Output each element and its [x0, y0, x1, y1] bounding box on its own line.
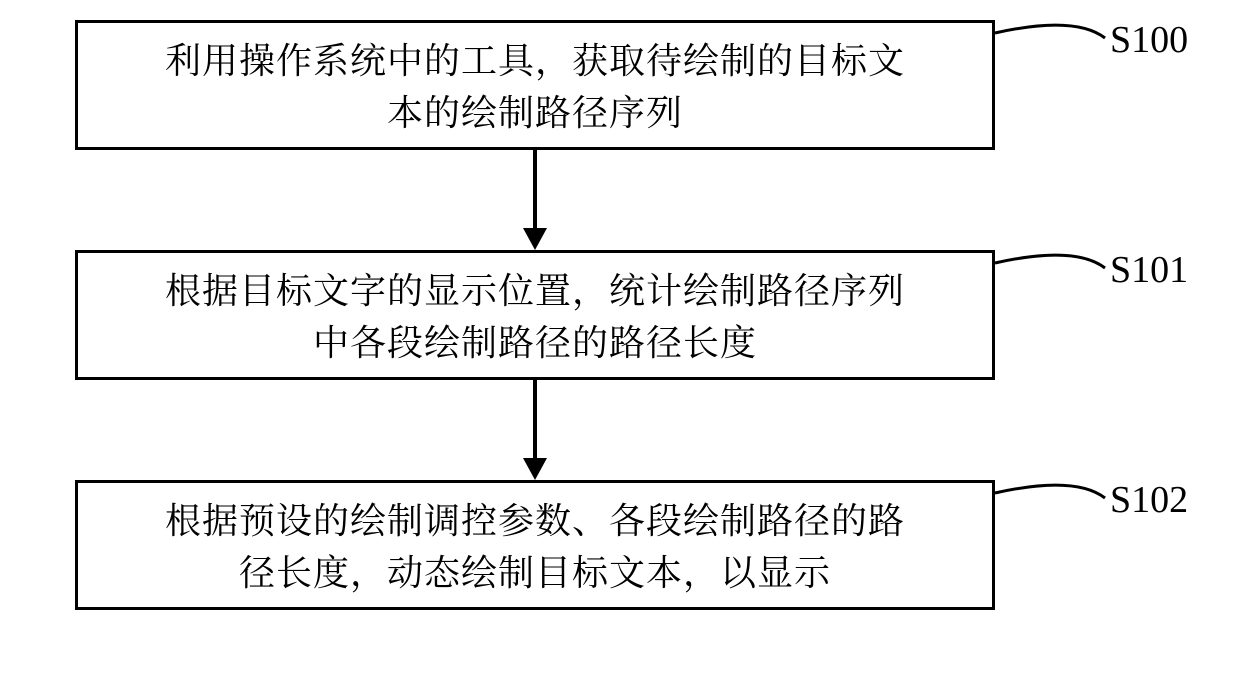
flowchart-canvas: 利用操作系统中的工具，获取待绘制的目标文本的绘制路径序列 S100 根据目标文字… [0, 0, 1240, 675]
leader-s102 [0, 0, 1240, 675]
